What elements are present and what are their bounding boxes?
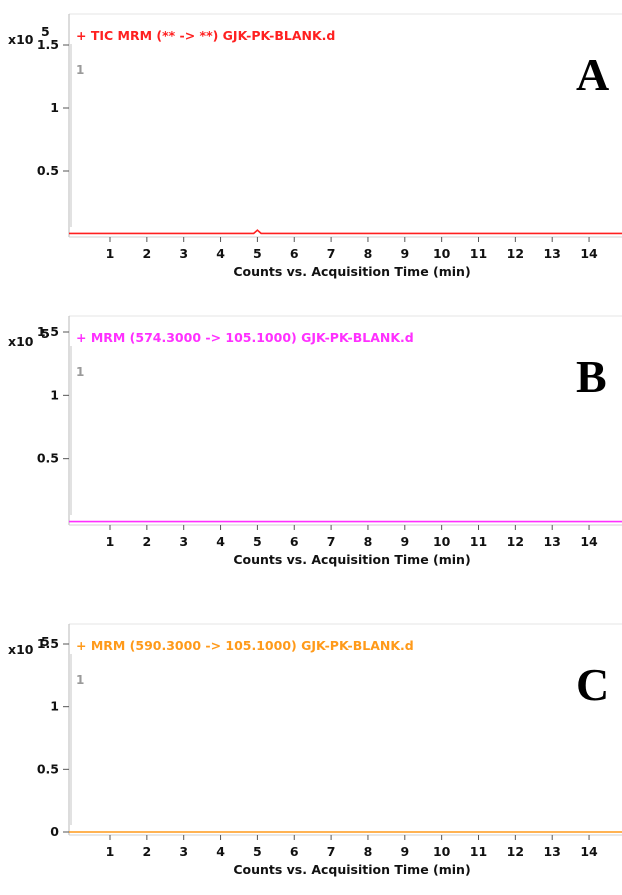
x-tick-label: 13 — [543, 246, 560, 261]
x-tick-label: 12 — [507, 246, 524, 261]
y-multiplier-exponent: 5 — [41, 634, 50, 649]
y-tick-label: 0 — [50, 824, 59, 839]
y-multiplier-label: x10 — [8, 334, 34, 349]
x-tick-label: 6 — [290, 246, 299, 261]
x-axis-label: Counts vs. Acquisition Time (min) — [233, 862, 470, 877]
chart-title: + TIC MRM (** -> **) GJK-PK-BLANK.d — [76, 28, 335, 43]
x-tick-label: 8 — [364, 246, 373, 261]
x-tick-label: 11 — [470, 246, 487, 261]
x-tick-label: 4 — [216, 534, 225, 549]
y-tick-label: 0.5 — [37, 761, 59, 776]
y-tick-label: 1 — [50, 387, 59, 402]
x-tick-label: 14 — [580, 534, 598, 549]
chart-panel-b: x10 5 + MRM (574.3000 -> 105.1000) GJK-PK-… — [8, 315, 622, 567]
chart-title: + MRM (574.3000 -> 105.1000) GJK-PK-BLAN… — [76, 330, 414, 345]
panel-letter: A — [576, 49, 609, 100]
x-tick-label: 9 — [400, 246, 409, 261]
peak-marker-label: 1 — [76, 63, 84, 77]
x-tick-label: 9 — [400, 844, 409, 859]
y-tick-label: 1.5 — [37, 636, 59, 651]
x-axis-label: Counts vs. Acquisition Time (min) — [233, 264, 470, 279]
x-tick-label: 2 — [142, 534, 151, 549]
peak-marker-label: 1 — [76, 673, 84, 687]
x-tick-label: 11 — [470, 844, 487, 859]
x-tick-label: 3 — [179, 246, 188, 261]
y-tick-label: 0.5 — [37, 451, 59, 466]
chart-panel-a: x10 5 + TIC MRM (** -> **) GJK-PK-BLANK.d A… — [8, 13, 622, 279]
x-tick-label: 1 — [106, 534, 115, 549]
peak-marker-label: 1 — [76, 365, 84, 379]
y-tick-label: 1.5 — [37, 324, 59, 339]
x-tick-label: 10 — [433, 534, 451, 549]
x-tick-label: 14 — [580, 844, 598, 859]
x-tick-label: 5 — [253, 246, 262, 261]
x-tick-label: 7 — [327, 534, 336, 549]
x-tick-label: 4 — [216, 246, 225, 261]
x-tick-label: 6 — [290, 844, 299, 859]
series-line — [69, 229, 622, 235]
x-tick-label: 2 — [142, 844, 151, 859]
x-tick-label: 13 — [543, 534, 560, 549]
x-tick-label: 10 — [433, 246, 451, 261]
y-tick-label: 1 — [50, 100, 59, 115]
x-tick-label: 10 — [433, 844, 451, 859]
x-tick-label: 12 — [507, 844, 524, 859]
x-tick-label: 3 — [179, 844, 188, 859]
x-tick-label: 8 — [364, 844, 373, 859]
x-tick-label: 3 — [179, 534, 188, 549]
x-tick-label: 11 — [470, 534, 487, 549]
y-tick-label: 1 — [50, 699, 59, 714]
x-tick-label: 9 — [400, 534, 409, 549]
y-multiplier-exponent: 5 — [41, 24, 50, 39]
y-multiplier-label: x10 — [8, 32, 34, 47]
x-tick-label: 12 — [507, 534, 524, 549]
y-tick-label: 0.5 — [37, 163, 59, 178]
x-tick-label: 1 — [106, 246, 115, 261]
chart-panel-c: x10 5 + MRM (590.3000 -> 105.1000) GJK-PK-… — [8, 623, 622, 877]
y-multiplier-exponent: 5 — [41, 326, 50, 341]
chart-title: + MRM (590.3000 -> 105.1000) GJK-PK-BLAN… — [76, 638, 414, 653]
x-tick-label: 5 — [253, 844, 262, 859]
x-tick-label: 1 — [106, 844, 115, 859]
panel-letter: B — [576, 351, 607, 402]
x-tick-label: 7 — [327, 246, 336, 261]
x-tick-label: 2 — [142, 246, 151, 261]
x-tick-label: 14 — [580, 246, 598, 261]
y-tick-label: 1.5 — [37, 37, 59, 52]
x-tick-label: 6 — [290, 534, 299, 549]
x-tick-label: 8 — [364, 534, 373, 549]
y-multiplier-label: x10 — [8, 642, 34, 657]
x-tick-label: 7 — [327, 844, 336, 859]
x-tick-label: 4 — [216, 844, 225, 859]
x-tick-label: 13 — [543, 844, 560, 859]
x-tick-label: 5 — [253, 534, 262, 549]
panel-letter: C — [576, 659, 609, 710]
x-axis-label: Counts vs. Acquisition Time (min) — [233, 552, 470, 567]
